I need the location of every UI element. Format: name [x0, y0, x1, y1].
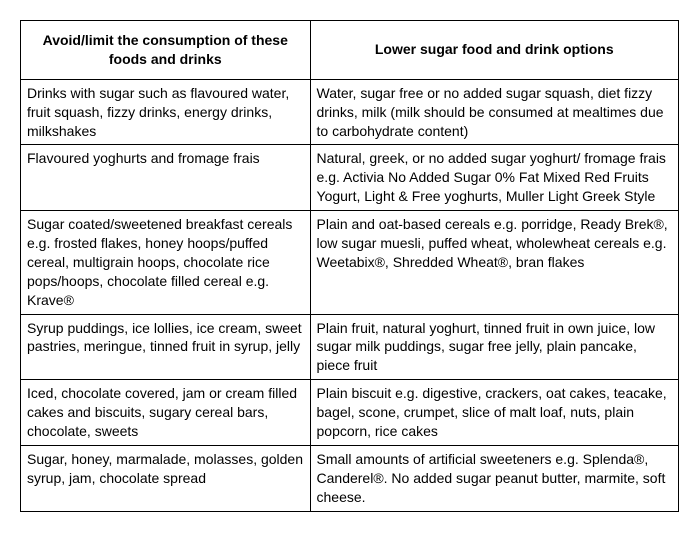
table-row: Iced, chocolate covered, jam or cream fi… [21, 380, 679, 446]
cell-avoid: Flavoured yoghurts and fromage frais [21, 145, 311, 211]
cell-option: Plain biscuit e.g. digestive, crackers, … [310, 380, 678, 446]
cell-avoid: Syrup puddings, ice lollies, ice cream, … [21, 314, 311, 380]
cell-avoid: Sugar, honey, marmalade, molasses, golde… [21, 445, 311, 511]
cell-option: Small amounts of artificial sweeteners e… [310, 445, 678, 511]
cell-option: Plain fruit, natural yoghurt, tinned fru… [310, 314, 678, 380]
table-row: Drinks with sugar such as flavoured wate… [21, 79, 679, 145]
table-row: Syrup puddings, ice lollies, ice cream, … [21, 314, 679, 380]
cell-avoid: Iced, chocolate covered, jam or cream fi… [21, 380, 311, 446]
column-header-avoid: Avoid/limit the consumption of these foo… [21, 21, 311, 80]
table-row: Flavoured yoghurts and fromage frais Nat… [21, 145, 679, 211]
cell-avoid: Sugar coated/sweetened breakfast cereals… [21, 211, 311, 314]
cell-option: Plain and oat-based cereals e.g. porridg… [310, 211, 678, 314]
sugar-options-table: Avoid/limit the consumption of these foo… [20, 20, 679, 512]
cell-option: Natural, greek, or no added sugar yoghur… [310, 145, 678, 211]
column-header-options: Lower sugar food and drink options [310, 21, 678, 80]
table-header-row: Avoid/limit the consumption of these foo… [21, 21, 679, 80]
table-row: Sugar coated/sweetened breakfast cereals… [21, 211, 679, 314]
cell-option: Water, sugar free or no added sugar squa… [310, 79, 678, 145]
cell-avoid: Drinks with sugar such as flavoured wate… [21, 79, 311, 145]
table-row: Sugar, honey, marmalade, molasses, golde… [21, 445, 679, 511]
